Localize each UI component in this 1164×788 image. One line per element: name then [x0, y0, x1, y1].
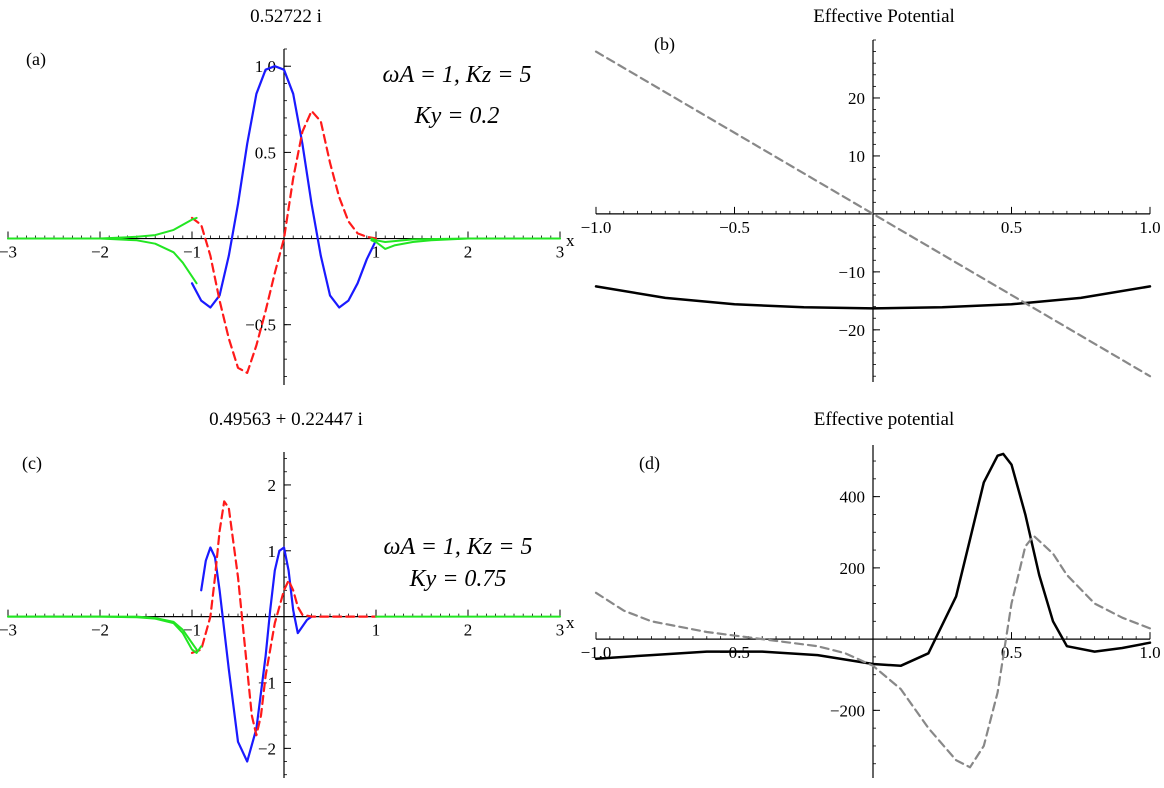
panel-b-title: Effective Potential	[813, 6, 955, 27]
panel-a-tag: (a)	[26, 49, 46, 70]
y-tick-label: 0.5	[255, 143, 276, 162]
series-line-red	[190, 500, 378, 737]
y-tick-label: 200	[840, 559, 866, 578]
x-tick-label: −3	[0, 621, 17, 640]
series-line-green	[7, 615, 198, 651]
y-tick-label: −0.5	[245, 316, 276, 335]
x-tick-label: −3	[0, 243, 17, 262]
x-tick-label: 1.0	[1139, 218, 1160, 237]
y-tick-label: 2	[268, 476, 277, 495]
x-tick-label: 1.0	[1139, 643, 1160, 662]
series-line-green	[370, 237, 561, 243]
panel-d-tag: (d)	[639, 453, 660, 474]
panel-c-xlabel: x	[566, 613, 575, 632]
panel-c-title: 0.49563 + 0.22447 i	[209, 409, 363, 430]
series-line-blue	[190, 65, 378, 309]
x-tick-label: 0.5	[1001, 643, 1022, 662]
y-tick-label: 1.0	[255, 57, 276, 76]
x-tick-label: 3	[556, 243, 565, 262]
panel-d: Effective potential (d) −1.0 −0.5 0.5 1.0−2…	[581, 409, 1161, 778]
panel-a-title: 0.52722 i	[250, 6, 322, 27]
panel-c: 0.49563 + 0.22447 i (c) ωA = 1, Kz = 5 K…	[0, 409, 575, 778]
x-tick-label: 3	[556, 621, 565, 640]
x-tick-label: 2	[464, 243, 473, 262]
y-tick-label: 400	[840, 488, 866, 507]
y-tick-label: −10	[838, 263, 865, 282]
y-tick-label: 10	[848, 147, 865, 166]
panel-b-tag: (b)	[654, 34, 675, 55]
y-tick-label: −2	[258, 739, 276, 758]
panel-a-annotation-1: ωA = 1, Kz = 5	[383, 62, 532, 88]
y-tick-label: 20	[848, 89, 865, 108]
x-tick-label: 1	[372, 243, 381, 262]
x-tick-label: 1	[372, 621, 381, 640]
series-line-green	[7, 216, 198, 240]
panel-d-title: Effective potential	[814, 409, 955, 430]
x-tick-label: −2	[91, 621, 109, 640]
series-line-gray	[594, 534, 1152, 769]
panel-c-annotation-1: ωA = 1, Kz = 5	[384, 534, 533, 560]
panel-a: 0.52722 i (a) ωA = 1, Kz = 5 Ky = 0.2 x …	[0, 6, 575, 385]
panel-c-tag: (c)	[22, 453, 42, 474]
y-tick-label: −20	[838, 321, 865, 340]
y-tick-label: −200	[830, 701, 865, 720]
x-tick-label: −1.0	[581, 218, 612, 237]
panel-b: Effective Potential (b) −1.0 −0.5 0.5 1.0 −2…	[581, 6, 1161, 382]
series-line-gray	[594, 50, 1152, 378]
x-tick-label: −0.5	[719, 218, 750, 237]
x-tick-label: −1	[183, 243, 201, 262]
panel-a-annotation-2: Ky = 0.2	[414, 103, 500, 129]
x-tick-label: 2	[464, 621, 473, 640]
series-line-blue	[200, 546, 313, 763]
x-tick-label: 0.5	[1001, 218, 1022, 237]
x-tick-label: −2	[91, 243, 109, 262]
y-tick-label: 1	[268, 542, 277, 561]
series-line-black	[594, 285, 1152, 310]
series-line-black	[594, 452, 1152, 668]
panel-a-xlabel: x	[566, 231, 575, 250]
series-line-red	[190, 109, 378, 374]
panel-c-annotation-2: Ky = 0.75	[409, 566, 507, 592]
